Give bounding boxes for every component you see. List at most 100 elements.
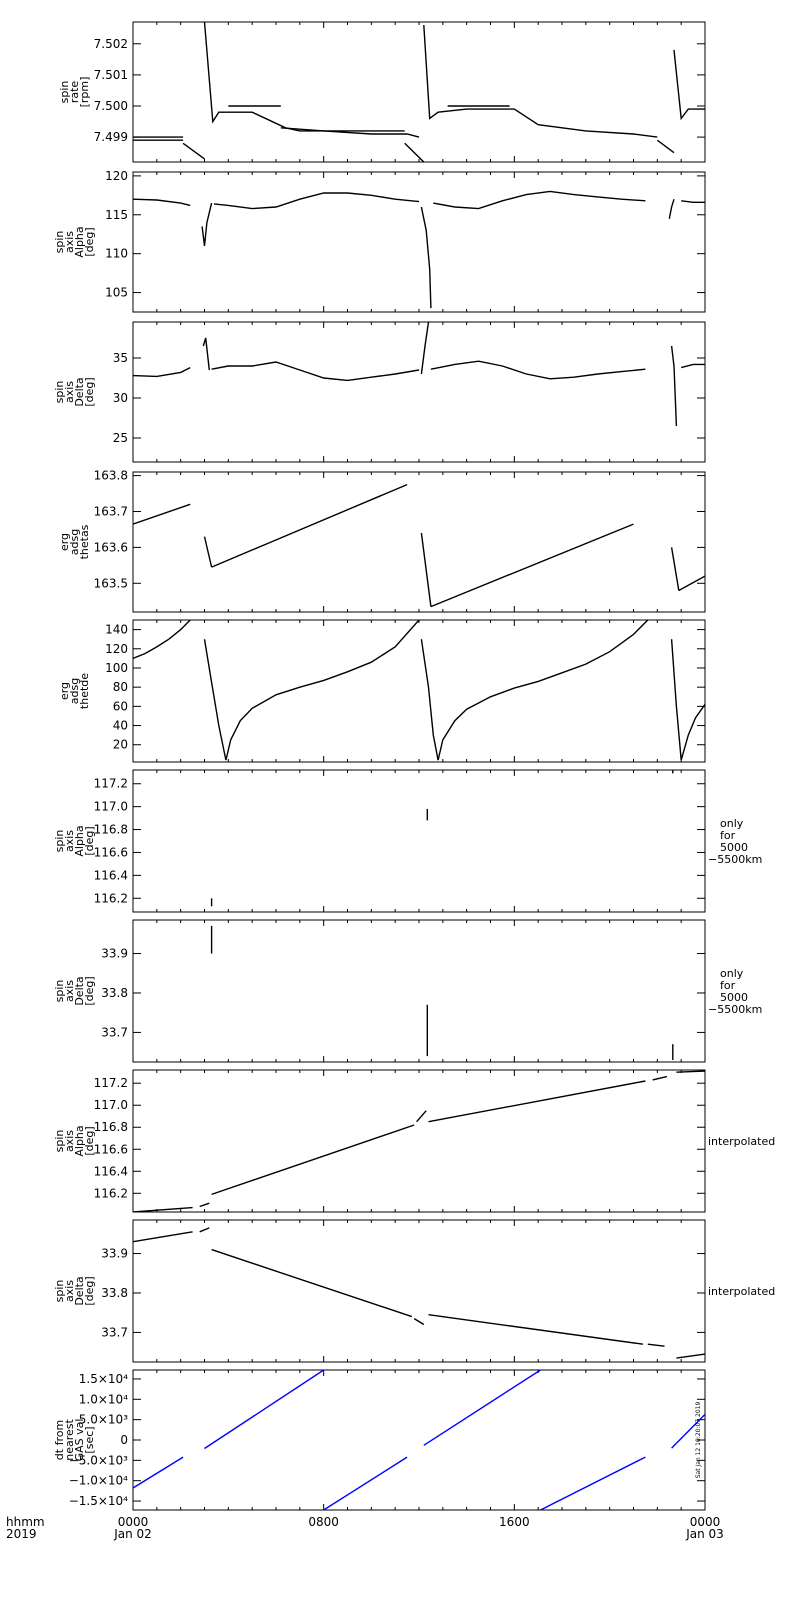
data-trace [133,198,191,207]
y-tick-label: 7.499 [94,130,128,144]
y-tick-label: 163.6 [94,540,128,554]
y-axis-label-line: [deg] [83,976,96,1005]
y-axis-label-line: [deg] [83,377,96,406]
panel-frame [132,1069,706,1213]
data-trace [323,1456,408,1510]
y-tick-label: 20 [113,738,128,752]
y-tick-label: 33.9 [101,1247,128,1261]
y-axis-label-line: spin [53,830,66,853]
y-tick-label: 80 [113,680,128,694]
y-tick-label: 117.0 [94,800,128,814]
data-trace [430,360,646,380]
y-tick-label: 117.2 [94,777,128,791]
right-note: only [720,817,744,830]
data-trace [211,1248,413,1318]
panel-9: 33.7 33.8 33.9 spinaxisDelta[deg] interpolat… [53,1219,775,1363]
panel-8: 116.2 116.4 116.6 116.8 117.0 117.2 spinaxisAl… [53,1069,775,1213]
time-tick-label: 0000 [118,1515,149,1529]
right-note: interpolated [708,1285,775,1298]
time-tick-label: 1600 [499,1515,530,1529]
data-trace [681,200,705,204]
right-note: 5000 [720,841,748,854]
y-axis-label-line: [sec] [83,1426,96,1453]
y-tick-label: 116.8 [94,823,128,837]
panel-5: 20 40 60 80 100 120 140 ergadsgthetde [58,619,706,763]
y-axis-label-line: thetde [78,673,91,709]
y-axis-label-line: [rpm] [78,77,91,108]
y-axis-label-line: axis [63,830,76,852]
y-tick-label: 5.0×10³ [79,1413,128,1427]
data-trace [428,1080,646,1123]
data-trace [133,503,191,525]
y-tick-label: −1.5×10⁴ [69,1494,128,1508]
y-axis-label-line: Alpha [73,1125,86,1156]
y-tick-label: 116.4 [94,868,128,882]
right-note: only [720,967,744,980]
data-trace [673,49,705,121]
data-trace [133,1206,193,1212]
y-axis-label: spinaxisAlpha[deg] [53,825,96,856]
panel-7: 33.7 33.8 33.9 spinaxisDelta[deg] onlyfor500… [53,919,762,1063]
data-trace [433,190,646,210]
y-axis-label: dt fromnearestGAS val[sec] [53,1419,96,1462]
panel-2: 105 110 115 120 spinaxisAlpha[deg] [53,169,706,313]
y-tick-label: 30 [113,391,128,405]
y-axis-label-line: [deg] [83,826,96,855]
y-tick-label: 116.8 [94,1120,128,1134]
data-trace [211,483,408,568]
y-axis-label: ergadsgthetde [58,673,91,709]
y-axis-label-line: spin [53,231,66,254]
y-tick-label: 7.502 [94,37,128,51]
panel-6: 116.2 116.4 116.6 116.8 117.0 117.2 spinaxisAl… [53,769,762,913]
right-note: for [720,829,736,842]
data-trace [225,620,420,761]
y-axis-label: spinrate[rpm] [58,77,91,108]
data-trace [280,127,405,132]
y-axis-label-line: Delta [73,976,86,1005]
panel-frame [132,1369,706,1511]
timestamp-stamp: Sat Jan 12 10:20:07 2019 [695,1402,702,1479]
data-trace [670,345,678,427]
y-axis-label-line: spin [58,81,71,104]
y-axis-label-line: axis [63,980,76,1002]
panel-1: 7.499 7.500 7.501 7.502 spinrate[rpm] [58,21,706,163]
data-trace [681,363,705,369]
y-axis-label-line: nearest [63,1419,76,1461]
y-tick-label: 33.7 [101,1025,128,1039]
y-axis-label-line: [deg] [83,1126,96,1155]
data-trace [420,206,432,309]
y-tick-label: 120 [105,642,128,656]
data-trace [420,639,439,761]
data-trace [211,361,420,382]
data-trace [199,1202,210,1208]
data-trace [404,142,425,162]
data-trace [678,575,705,592]
y-tick-label: 116.6 [94,1142,128,1156]
y-tick-label: 35 [113,351,128,365]
right-note: −5500km [708,1003,762,1016]
y-axis-label-line: thetas [78,524,91,559]
y-tick-label: 115 [105,208,128,222]
y-axis-label-line: axis [63,231,76,253]
y-tick-label: 25 [113,431,128,445]
panel-3: 25 30 35 spinaxisDelta[deg] [53,321,706,463]
y-tick-label: 140 [105,623,128,637]
right-note: for [720,979,736,992]
y-tick-label: 60 [113,699,128,713]
data-trace [430,523,634,608]
y-axis-label-line: erg [58,533,71,551]
y-tick-label: 105 [105,286,128,300]
y-axis-label: spinaxisDelta[deg] [53,976,96,1005]
data-trace [420,532,432,607]
data-trace [202,337,210,371]
y-axis-label-line: spin [53,381,66,404]
y-axis-label-line: axis [63,1280,76,1302]
panel-frame [132,619,706,763]
data-trace [670,547,680,591]
panel-frame [132,171,706,313]
data-trace [199,1227,210,1233]
data-trace [540,1456,646,1510]
data-trace [652,1075,668,1081]
y-tick-label: 7.500 [94,99,128,113]
